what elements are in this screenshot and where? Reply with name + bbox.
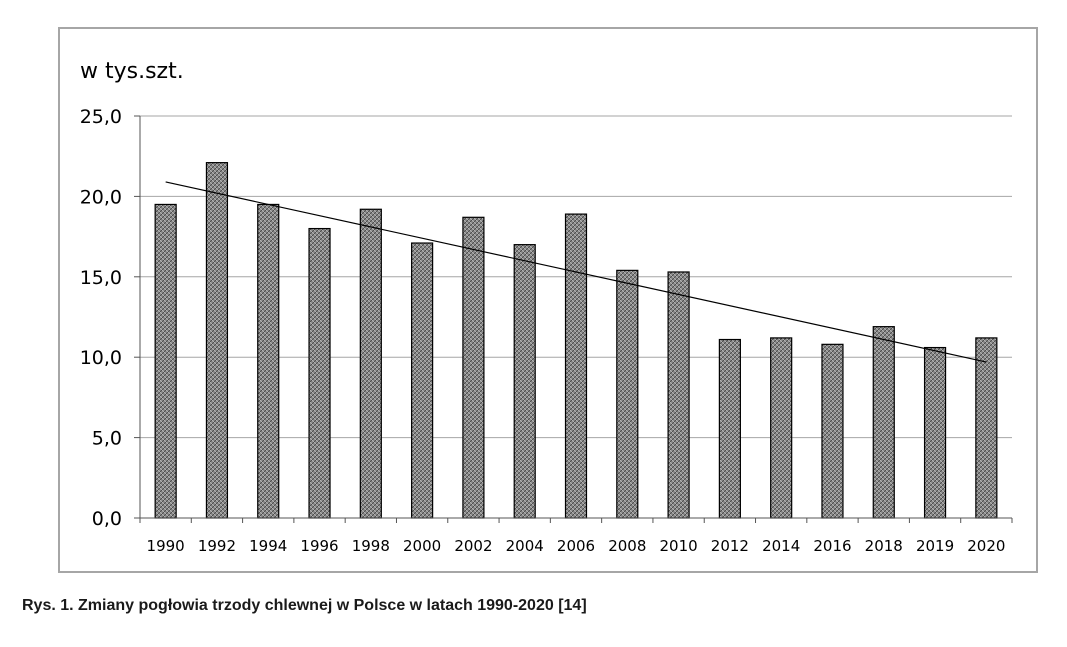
y-tick-labels: 0,0 5,0 10,0 15,0 20,0 25,0 [80, 106, 140, 530]
y-tick-label: 10,0 [80, 347, 122, 369]
bar-1996 [308, 227, 331, 519]
bar-2008 [616, 269, 639, 519]
trendline-group [165, 181, 987, 363]
x-tick-label: 1994 [249, 537, 287, 555]
bar-2010 [667, 271, 690, 519]
x-tick-label: 2004 [506, 537, 544, 555]
bar-2016 [821, 343, 844, 519]
bar-1990 [154, 203, 177, 519]
x-tick-label: 2016 [813, 537, 851, 555]
bar-2006 [564, 213, 588, 519]
x-tick-label: 2002 [454, 537, 492, 555]
y-tick-label: 5,0 [92, 428, 122, 450]
bar-1992 [205, 162, 229, 519]
x-tick-labels: 1990 1992 1994 1996 1998 2000 2002 2004 2006 2008… [147, 537, 1006, 555]
x-tick-label: 2020 [967, 537, 1005, 555]
x-tick-label: 2000 [403, 537, 441, 555]
x-tick-label: 1996 [300, 537, 338, 555]
bar-2019 [923, 346, 947, 519]
x-tick-label: 1998 [352, 537, 390, 555]
x-tick-label: 2012 [711, 537, 749, 555]
y-tick-label: 15,0 [80, 267, 122, 289]
bar-1994 [257, 203, 280, 519]
y-tick-label: 20,0 [80, 186, 122, 208]
unit-label: w tys.szt. [80, 59, 184, 84]
x-tick-label: 2006 [557, 537, 595, 555]
bar-2000 [411, 242, 434, 519]
x-tick-label: 2018 [865, 537, 903, 555]
bar-2018 [872, 326, 895, 519]
y-tick-label: 25,0 [80, 106, 122, 128]
bars [154, 162, 998, 519]
bar-1998 [359, 208, 382, 519]
figure-caption: Rys. 1. Zmiany pogłowia trzody chlewnej … [22, 597, 587, 614]
x-tick-label: 2019 [916, 537, 954, 555]
bar-2002 [462, 216, 485, 519]
x-tick-label: 2014 [762, 537, 800, 555]
trendline [165, 181, 987, 363]
y-tick-label: 0,0 [92, 508, 122, 530]
axes [139, 116, 1013, 523]
x-tick-label: 1992 [198, 537, 236, 555]
x-tick-label: 2010 [659, 537, 697, 555]
bar-2004 [513, 244, 536, 519]
x-tick-label: 1990 [147, 537, 185, 555]
bar-2020 [975, 337, 998, 519]
x-tick-label: 2008 [608, 537, 646, 555]
bar-2014 [770, 337, 793, 519]
bar-2012 [718, 338, 741, 519]
